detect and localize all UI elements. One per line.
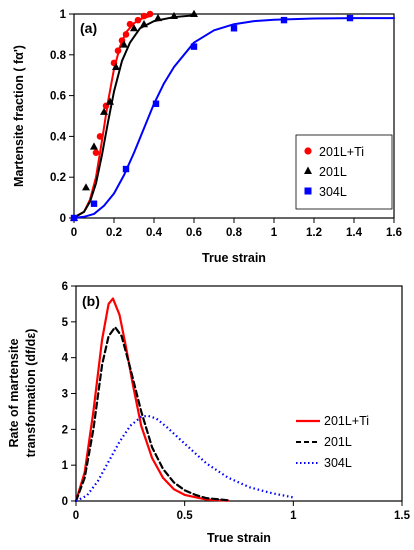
legend-marker-201l: [304, 166, 312, 174]
panel-b-series-lines: [74, 297, 294, 503]
panel-a-legend-box: [295, 134, 393, 210]
data-point-201l: [106, 97, 114, 105]
series-line-201l-ti: [74, 297, 230, 503]
panel-b-legend-label-304l: 304L: [324, 456, 352, 470]
y-tick-label: 5: [62, 317, 69, 329]
data-point-201l: [154, 13, 162, 22]
data-point-201l-ti: [96, 133, 104, 140]
panel-a-label: (a): [80, 20, 97, 36]
data-point-201l: [170, 11, 178, 20]
panel-b-label: (b): [82, 293, 100, 309]
data-point-201l: [140, 20, 148, 28]
data-point-201l: [90, 142, 98, 150]
panel-b-ticks: 0 0.5 1 1.5 0 1 2 3 4 5 6: [62, 281, 411, 522]
panel-b-legend: 201L+Ti 201L 304L: [291, 409, 399, 487]
x-tick-label: 1.4: [346, 227, 363, 239]
data-point-201l-ti: [134, 16, 142, 24]
y-tick-label: 1: [62, 460, 69, 472]
panel-b-legend-label-201l-ti: 201L+Ti: [324, 414, 369, 428]
data-point-304l: [90, 200, 98, 207]
panel-b-legend-label-201l: 201L: [324, 435, 352, 449]
data-point-201l-ti: [126, 20, 134, 28]
data-point-304l: [280, 16, 288, 24]
x-tick-label: 0.2: [106, 227, 122, 239]
y-tick-label: 0: [60, 213, 66, 225]
y-tick-label: 0.2: [50, 172, 66, 184]
x-tick-label: 1: [271, 227, 278, 239]
data-point-201l: [100, 107, 108, 115]
data-point-201l: [190, 9, 198, 17]
x-tick-label: 1.5: [394, 510, 411, 522]
data-point-201l-ti: [140, 12, 148, 20]
x-tick-label: 0: [71, 227, 77, 239]
data-point-201l-ti: [146, 10, 154, 18]
panel-a-x-axis-label: True strain: [202, 251, 266, 265]
data-point-201l: [112, 62, 120, 71]
x-tick-label: 0.5: [177, 510, 194, 522]
panel-a-legend-label-304l: 304L: [319, 185, 347, 199]
y-tick-label: 0.6: [50, 91, 66, 103]
y-tick-label: 0: [62, 496, 68, 508]
data-point-304l: [122, 165, 130, 173]
panel-a-ticks: 0 0.2 0.4 0.6 0.8 1 1.2 1.4 1.6 0 0.2 0.4 0.6 0.8 1: [50, 9, 402, 239]
y-tick-label: 0.8: [50, 50, 67, 62]
x-tick-label: 0.4: [146, 227, 163, 239]
legend-marker-304l: [304, 187, 312, 195]
y-tick-label: 0.4: [50, 131, 67, 143]
x-tick-label: 1: [290, 510, 297, 522]
panel-b-y-axis-label-line-2: transformation (df/dε): [24, 329, 38, 458]
x-tick-label: 0: [73, 510, 79, 522]
panel-b-y-axis-label-line-1: Rate of martensite: [7, 338, 21, 447]
data-point-201l: [130, 24, 138, 32]
series-line-304l: [73, 17, 395, 219]
panel-a-legend-label-201l: 201L: [319, 165, 347, 179]
panel-a-legend: 201L+Ti 201L 304L: [295, 134, 393, 210]
series-line-201l: [73, 14, 195, 219]
y-tick-label: 4: [62, 353, 69, 365]
data-point-201l-ti: [92, 149, 100, 157]
panel-a-y-axis-label: Martensite fraction ( fα'): [12, 45, 26, 187]
panel-b-chart: 0 0.5 1 1.5 0 1 2 3 4 5 6 (b) True strain Rate of …: [7, 281, 411, 545]
data-point-304l: [152, 100, 160, 107]
legend-marker-201l-ti: [304, 147, 312, 155]
data-point-304l: [190, 43, 198, 50]
data-point-304l: [230, 25, 238, 32]
y-tick-label: 3: [62, 389, 68, 401]
data-point-201l: [120, 40, 128, 48]
y-tick-label: 2: [62, 424, 68, 436]
panel-a-series-lines: [73, 14, 395, 219]
panel-a-markers: [70, 9, 354, 222]
x-tick-label: 0.8: [226, 227, 243, 239]
x-tick-label: 1.2: [306, 227, 322, 239]
data-point-304l: [70, 214, 78, 222]
series-line-304l: [75, 414, 294, 502]
series-line-201l: [74, 326, 230, 503]
x-tick-label: 0.6: [186, 227, 202, 239]
panel-b-legend-box: [291, 409, 399, 487]
x-tick-label: 1.6: [386, 227, 402, 239]
y-tick-label: 6: [62, 281, 68, 293]
data-point-201l-ti: [114, 47, 122, 55]
data-point-201l: [82, 183, 90, 191]
data-point-304l: [346, 14, 354, 22]
panel-a-chart: 0 0.2 0.4 0.6 0.8 1 1.2 1.4 1.6 0 0.2 0.4 0.6 0.8 1 (a…: [12, 9, 402, 265]
panel-b-x-axis-label: True strain: [207, 531, 271, 545]
y-tick-label: 1: [60, 9, 67, 21]
panel-a-legend-label-201l-ti: 201L+Ti: [319, 145, 364, 159]
data-point-201l-ti: [122, 31, 130, 38]
